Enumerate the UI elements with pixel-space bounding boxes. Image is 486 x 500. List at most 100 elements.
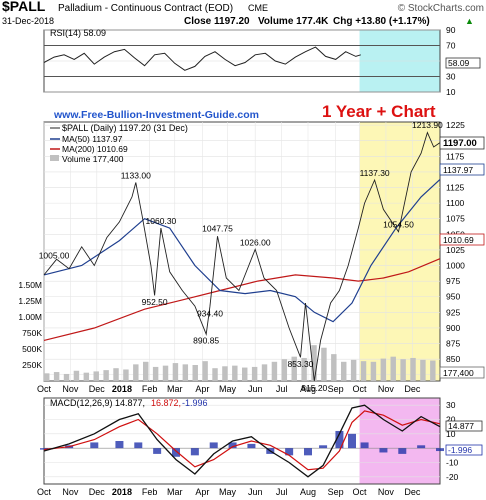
volume-bar (53, 372, 60, 381)
volume-bar (152, 366, 159, 381)
volume-ytick-label: 750K (22, 328, 42, 338)
price-ytick-label: 1225 (446, 120, 465, 130)
macd-xtick-label: Sep (328, 487, 344, 497)
macd-xtick-label: Nov (378, 487, 395, 497)
macd-hist-bar (90, 442, 99, 449)
macd-legend-main: MACD(12,26,9) 14.877, (50, 398, 145, 408)
macd-hist-bar (348, 433, 356, 449)
price-ytick-label: 975 (446, 276, 460, 286)
hist-value-box (445, 444, 483, 456)
price-last-label: 1197.00 (443, 138, 477, 149)
ma200-value-box (439, 233, 485, 246)
price-xaxis: Oct Nov Dec 2018 Feb Mar Apr May Jun Jul Aug Sep Oct… (37, 384, 421, 394)
price-xtick-label: 2018 (112, 384, 132, 394)
price-annotation: 890.85 (193, 336, 219, 346)
price-annotation: 1054.50 (383, 220, 414, 230)
price-xtick-label: Sep (328, 384, 344, 394)
site-overlay-text: www.Free-Bullion-Investment-Guide.com (53, 109, 259, 121)
price-highlight (359, 122, 440, 381)
macd-hist-bar (335, 430, 344, 449)
price-xtick-label: Feb (142, 384, 158, 394)
macd-line (43, 404, 441, 478)
volume-bar (321, 347, 327, 381)
price-annotation: 1133.00 (121, 171, 151, 181)
macd-hist-bar (417, 445, 426, 449)
volume-bar (410, 357, 416, 381)
volume-ytick-label: 1.50M (18, 280, 42, 290)
chart-exchange: CME (248, 3, 268, 13)
volume-bar (133, 364, 139, 381)
price-annotations: 1005.00 1133.00 1060.30 952.50 1047.75 934.40… (39, 120, 443, 393)
macd-xtick-label: May (219, 487, 237, 497)
volume-bar (63, 373, 70, 381)
volume-bar (301, 357, 307, 381)
macd-ytick-label: 20 (446, 415, 456, 425)
volume-ytick-label: 1.00M (18, 312, 42, 322)
ma50-last-label: 1137.97 (443, 165, 473, 175)
price-annotation: 1060.30 (146, 216, 177, 226)
price-xtick-label: Jul (276, 384, 288, 394)
ma50-value-box (439, 163, 485, 176)
volume-bar (261, 364, 268, 381)
price-xtick-label: Aug (300, 384, 316, 394)
macd-ytick-label: 10 (446, 429, 456, 439)
rsi-ytick-label: 10 (446, 87, 456, 97)
macd-panel: MACD(12,26,9) 14.877, 16.872, -1.996 -20… (37, 397, 483, 497)
volume-bar (360, 361, 367, 381)
volume-bar (113, 368, 119, 381)
volume-ytick-label: 1.25M (18, 296, 42, 306)
volume-bar (172, 363, 179, 381)
chart-date: 31-Dec-2018 (2, 16, 54, 26)
price-yaxis: 8258508759009259509751000102510501075110… (446, 120, 465, 380)
macd-ytick-label: -10 (446, 458, 459, 468)
price-ytick-label: 850 (446, 354, 460, 364)
volume-bar (390, 356, 396, 381)
macd-xtick-label: Feb (142, 487, 158, 497)
macd-xtick-label: Oct (37, 487, 52, 497)
legend-price: $PALL (Daily) 1197.20 (31 Dec) (62, 123, 188, 133)
rsi-ytick-label: 30 (446, 72, 456, 82)
macd-xtick-label: Jun (248, 487, 263, 497)
legend-ma50: MA(50) 1137.97 (62, 134, 123, 144)
macd-xtick-label: Nov (62, 487, 79, 497)
price-xtick-label: May (219, 384, 237, 394)
macd-hist-bar (209, 442, 218, 449)
macd-legend-hist: -1.996 (182, 398, 208, 408)
rsi-ytick-label: 70 (446, 41, 456, 51)
macd-xtick-label: Dec (89, 487, 106, 497)
price-annotation: 815.20 (301, 383, 327, 393)
rsi-value-label: 58.09 (448, 58, 470, 68)
volume-bar (430, 360, 436, 381)
price-ytick-label: 925 (446, 307, 460, 317)
macd-xtick-label: Mar (167, 487, 183, 497)
volume-value-box (439, 366, 485, 379)
macd-hist-bar (228, 442, 237, 449)
volume-bar (83, 372, 90, 381)
legend-ma200: MA(200) 1010.69 (62, 144, 128, 154)
volume-bar (331, 354, 337, 381)
price-ytick-label: 1025 (446, 245, 465, 255)
ma200-last-label: 1010.69 (443, 235, 474, 245)
volume-bar (192, 365, 198, 381)
price-annotation: 952.50 (142, 297, 168, 307)
macd-hist-bar (172, 448, 180, 457)
volume-yaxis: 250K 500K 750K 1.00M 1.25M 1.50M (18, 280, 42, 370)
ma200-line (43, 258, 441, 341)
macd-xtick-label: 2018 (112, 487, 132, 497)
volume-bar (370, 361, 377, 381)
volume-bar (103, 370, 109, 381)
macd-yaxis: -20-100102030 (446, 400, 459, 482)
rsi-panel: RSI(14) 58.09 1030507090 58.09 (43, 25, 481, 97)
macd-xtick-label: Aug (300, 487, 316, 497)
price-ytick-label: 1000 (446, 261, 465, 271)
price-ytick-label: 1100 (446, 198, 465, 208)
volume-bar (341, 361, 347, 381)
macd-hist-bar (398, 448, 407, 454)
macd-xtick-label: Oct (353, 487, 368, 497)
macd-xaxis: Oct Nov Dec 2018 Feb Mar Apr May Jun Jul Aug Sep Oct… (37, 487, 421, 497)
price-ytick-label: 875 (446, 339, 460, 349)
chart-description: Palladium - Continuous Contract (EOD) (58, 3, 233, 14)
price-grid (43, 122, 440, 381)
volume-bar (44, 373, 50, 381)
volume-bar (380, 358, 387, 381)
